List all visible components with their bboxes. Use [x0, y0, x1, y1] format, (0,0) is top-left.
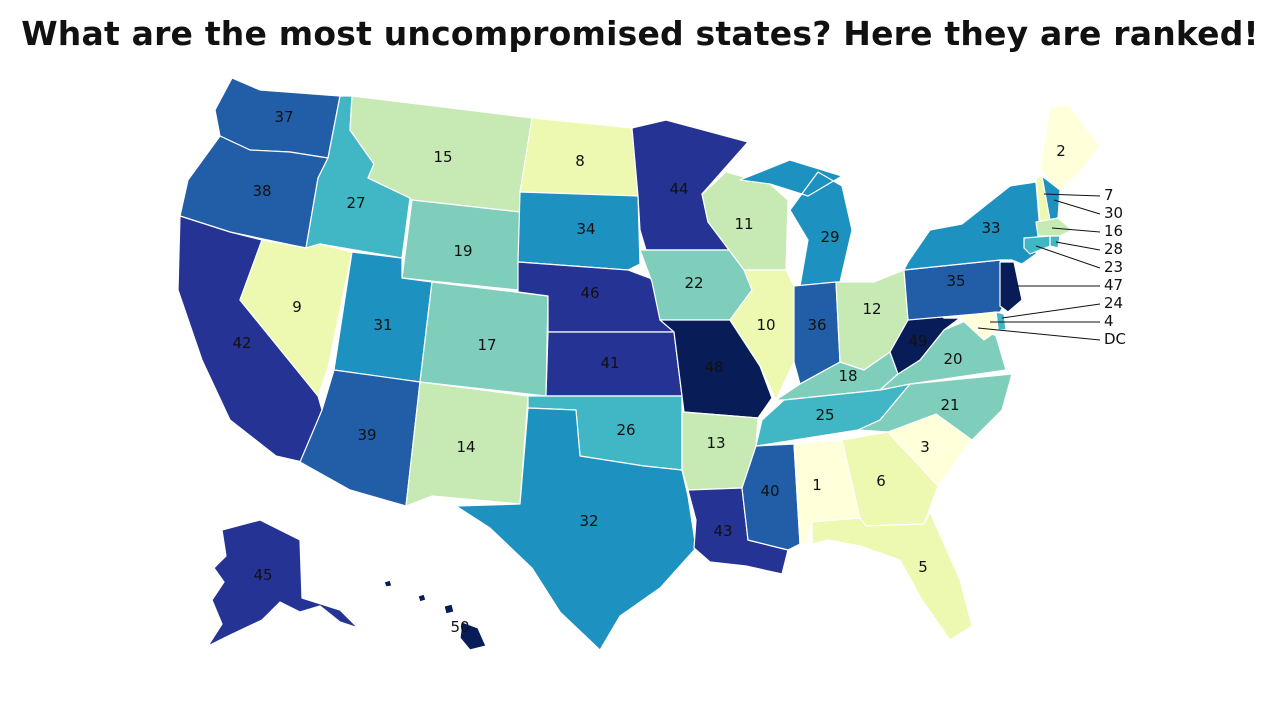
rank-label-MI: 29	[820, 228, 839, 246]
rank-label-SD: 34	[576, 220, 595, 238]
rank-label-OK: 26	[616, 421, 635, 439]
callout-line-MA	[1051, 227, 1101, 233]
rank-label-CO: 17	[477, 336, 496, 354]
state-NJ[interactable]	[999, 261, 1023, 313]
rank-label-AK: 45	[253, 566, 272, 584]
state-NY[interactable]	[903, 181, 1041, 271]
rank-label-MN: 44	[669, 180, 688, 198]
rank-label-NY: 33	[981, 219, 1000, 237]
rank-label-ME: 2	[1056, 142, 1066, 160]
rank-label-VA: 20	[943, 350, 962, 368]
rank-label-HI: 50	[450, 618, 469, 636]
state-TX[interactable]	[455, 407, 697, 651]
rank-label-WY: 19	[453, 242, 472, 260]
rank-label-FL: 5	[918, 558, 928, 576]
state-AK[interactable]	[207, 519, 359, 647]
rank-label-WA: 37	[274, 108, 293, 126]
rank-label-KY: 18	[838, 367, 857, 385]
state-ME[interactable]	[1039, 103, 1101, 191]
rank-label-TX: 32	[579, 512, 598, 530]
rank-label-PA: 35	[946, 272, 965, 290]
rank-label-KS: 41	[600, 354, 619, 372]
rank-label-RI: 28	[1104, 240, 1123, 258]
rank-label-AZ: 39	[357, 426, 376, 444]
rank-label-CA: 42	[232, 334, 251, 352]
state-NV[interactable]	[239, 239, 353, 397]
rank-label-IN: 36	[807, 316, 826, 334]
callout-line-CT	[1035, 245, 1101, 269]
callout-line-VT	[1043, 193, 1101, 197]
rank-label-MT: 15	[433, 148, 452, 166]
state-NC[interactable]	[857, 373, 1013, 441]
rank-label-IA: 22	[684, 274, 703, 292]
rank-label-IL: 10	[756, 316, 775, 334]
rank-label-DC: DC	[1104, 330, 1126, 348]
rank-label-LA: 43	[713, 522, 732, 540]
callout-line-NH	[1053, 199, 1101, 215]
page-title: What are the most uncompromised states? …	[21, 14, 1259, 53]
rank-label-MO: 48	[704, 358, 723, 376]
rank-label-OH: 12	[862, 300, 881, 318]
callout-line-DC	[977, 327, 1101, 341]
rank-label-WI: 11	[734, 215, 753, 233]
rank-label-GA: 6	[876, 472, 886, 490]
rank-label-MS: 40	[760, 482, 779, 500]
state-WI[interactable]	[701, 171, 789, 271]
rank-label-DE: 24	[1104, 294, 1123, 312]
state-PA[interactable]	[903, 259, 1013, 321]
rank-label-NH: 30	[1104, 204, 1123, 222]
state-FL[interactable]	[811, 511, 973, 641]
rank-label-NC: 21	[940, 396, 959, 414]
rank-label-NV: 9	[292, 298, 302, 316]
rank-label-TN: 25	[815, 406, 834, 424]
rank-label-ID: 27	[346, 194, 365, 212]
state-MI[interactable]	[739, 159, 853, 287]
state-MA[interactable]	[1035, 217, 1073, 237]
state-CT[interactable]	[1023, 235, 1051, 255]
state-SD[interactable]	[517, 191, 641, 271]
rank-label-OR: 38	[252, 182, 271, 200]
rank-label-VT: 7	[1104, 186, 1114, 204]
state-NM[interactable]	[405, 381, 529, 507]
state-MD[interactable]	[943, 311, 999, 341]
state-HI[interactable]	[383, 579, 487, 651]
rank-label-ND: 8	[575, 152, 585, 170]
callout-line-DE	[1001, 303, 1101, 319]
state-DC[interactable]	[975, 323, 983, 332]
rank-label-CT: 23	[1104, 258, 1123, 276]
rank-label-WV: 49	[908, 332, 927, 350]
rank-label-AL: 1	[812, 476, 822, 494]
rank-label-MD: 4	[1104, 312, 1114, 330]
rank-label-UT: 31	[373, 316, 392, 334]
rank-label-NJ: 47	[1104, 276, 1123, 294]
rank-label-MA: 16	[1104, 222, 1123, 240]
callout-line-RI	[1055, 241, 1101, 251]
rank-label-AR: 13	[706, 434, 725, 452]
rank-label-NE: 46	[580, 284, 599, 302]
rank-label-NM: 14	[456, 438, 475, 456]
rank-label-SC: 3	[920, 438, 930, 456]
